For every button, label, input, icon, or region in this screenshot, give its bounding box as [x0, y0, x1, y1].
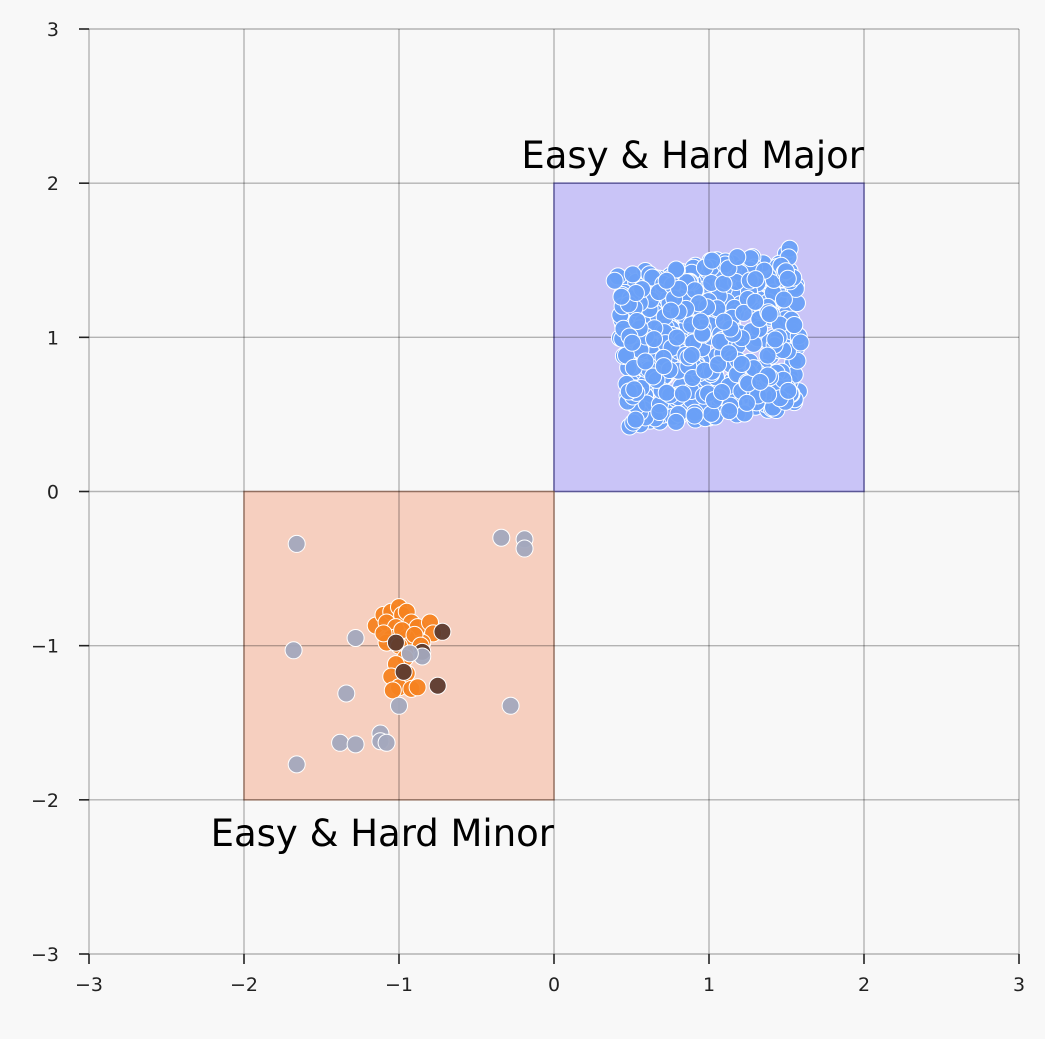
data-point-s3-11 — [377, 733, 396, 752]
data-point-s0-486 — [612, 287, 631, 306]
data-point-s0-457 — [673, 384, 692, 403]
data-point-s0-484 — [778, 269, 797, 288]
points-layer — [284, 239, 810, 774]
data-point-s0-440 — [657, 383, 676, 402]
data-point-s1-23 — [383, 681, 402, 700]
data-point-s0-482 — [758, 346, 777, 365]
y-tick-label-0: −3 — [31, 944, 59, 966]
data-point-s0-483 — [667, 412, 686, 431]
data-point-s3-3 — [515, 539, 534, 558]
data-point-s0-438 — [636, 352, 655, 371]
data-point-s0-479 — [714, 312, 733, 331]
data-point-s0-419 — [685, 406, 704, 425]
data-point-s3-14 — [287, 755, 306, 774]
data-point-s0-465 — [605, 271, 624, 290]
data-point-s3-1 — [492, 528, 511, 547]
data-point-s0-472 — [779, 381, 798, 400]
data-point-s2-1 — [428, 676, 447, 695]
data-point-s3-5 — [346, 628, 365, 647]
data-point-s0-474 — [709, 355, 728, 374]
data-point-s0-436 — [746, 270, 765, 289]
data-point-s1-25 — [408, 678, 427, 697]
data-point-s0-487 — [728, 248, 747, 267]
x-tick-label-4: 1 — [703, 974, 715, 996]
data-point-s0-445 — [774, 290, 793, 309]
data-point-s0-481 — [732, 354, 751, 373]
x-tick-label-2: −1 — [385, 974, 413, 996]
data-point-s2-3 — [394, 662, 413, 681]
data-point-s3-12 — [331, 733, 350, 752]
data-point-s1-26 — [374, 624, 393, 643]
y-tick-label-3: 0 — [47, 482, 59, 504]
data-point-s0-447 — [734, 303, 753, 322]
data-point-s3-7 — [501, 696, 520, 715]
data-point-s0-478 — [703, 251, 722, 270]
data-point-s0-491 — [720, 344, 739, 363]
data-point-s3-6 — [337, 684, 356, 703]
data-point-s0-409 — [626, 410, 645, 429]
data-point-s0-473 — [737, 393, 756, 412]
labels-layer: Easy & Hard Major Easy & Hard Minor — [211, 134, 865, 855]
data-point-s0-454 — [623, 333, 642, 352]
data-point-s3-13 — [346, 735, 365, 754]
x-tick-label-6: 3 — [1013, 974, 1025, 996]
data-point-s0-183 — [623, 265, 642, 284]
y-tick-label-6: 3 — [47, 19, 59, 41]
data-point-s0-410 — [791, 333, 810, 352]
x-tick-label-5: 2 — [858, 974, 870, 996]
data-point-s0-388 — [645, 330, 664, 349]
data-point-s0-423 — [766, 330, 785, 349]
region-label-1: Easy & Hard Minor — [211, 812, 555, 855]
data-point-s3-8 — [390, 696, 408, 715]
data-point-s0-385 — [650, 403, 669, 422]
data-point-s2-0 — [433, 622, 452, 641]
data-point-s0-456 — [654, 357, 673, 376]
y-tick-label-5: 2 — [47, 173, 59, 195]
data-point-s0-480 — [625, 380, 644, 399]
data-point-s2-4 — [386, 633, 405, 652]
x-tick-label-0: −3 — [75, 974, 103, 996]
data-point-s0-462 — [712, 383, 731, 402]
data-point-s0-471 — [746, 292, 765, 311]
y-tick-label-2: −1 — [31, 636, 59, 658]
data-point-s0-493 — [657, 271, 676, 290]
data-point-s0-343 — [720, 402, 739, 421]
y-tick-label-4: 1 — [47, 327, 59, 349]
data-point-s0-494 — [760, 305, 779, 324]
data-point-s0-490 — [661, 301, 680, 320]
data-point-s3-4 — [284, 641, 303, 660]
data-point-s0-489 — [751, 372, 770, 391]
x-tick-label-3: 0 — [548, 974, 560, 996]
axes-layer: −3 −2 −1 0 1 2 3 −3 −2 −1 0 1 2 3 — [31, 19, 1025, 996]
data-point-s0-488 — [628, 311, 647, 330]
data-point-s0-448 — [682, 346, 701, 365]
data-point-s3-0 — [287, 534, 306, 553]
data-point-s0-458 — [714, 274, 733, 293]
data-point-s0-452 — [691, 312, 710, 331]
x-tick-label-1: −2 — [230, 974, 258, 996]
y-tick-label-1: −2 — [31, 790, 59, 812]
data-point-s0-463 — [667, 328, 686, 347]
region-label-0: Easy & Hard Major — [521, 134, 864, 177]
data-point-s3-16 — [400, 644, 419, 663]
data-point-s0-384 — [785, 316, 804, 335]
